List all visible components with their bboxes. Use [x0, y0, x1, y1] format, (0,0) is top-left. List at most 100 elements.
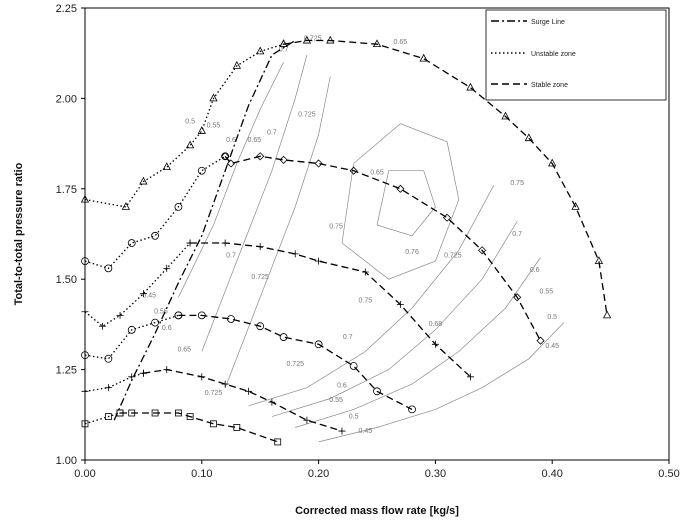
marker-triangle [302, 35, 312, 44]
marker-triangle [466, 82, 475, 91]
series-line [120, 412, 278, 443]
series-stable-zone [186, 239, 474, 381]
contour-label: 0.7 [279, 46, 289, 53]
marker-circle [349, 362, 358, 370]
marker-plus [99, 322, 107, 330]
marker-triangle [162, 162, 171, 171]
y-tick-label: 1.00 [56, 455, 77, 467]
marker-triangle [602, 310, 612, 319]
contour-label: 0.7 [226, 253, 236, 260]
contour-label: 0.55 [154, 309, 168, 316]
legend-box [485, 9, 667, 101]
marker-triangle [419, 53, 428, 62]
legend: Surge Line Unstable zone Stable zone [485, 9, 667, 101]
marker-plus [268, 398, 276, 406]
marker-square [81, 420, 89, 428]
marker-plus [128, 373, 136, 381]
marker-plus [139, 290, 147, 298]
legend-stable-zone-label: Stable zone [531, 82, 568, 89]
series-line [190, 242, 471, 378]
marker-circle [408, 405, 416, 414]
legend-surge-line-label: Surge Line [531, 19, 565, 26]
contour-label: 0.45 [359, 428, 373, 435]
marker-plus [163, 366, 171, 374]
contour-label: 0.45 [545, 343, 559, 350]
marker-plus [361, 268, 369, 276]
series-line [178, 314, 413, 410]
marker-diamond [226, 159, 236, 168]
marker-square [175, 409, 182, 417]
y-tick-label: 1.25 [56, 365, 77, 377]
series-line [224, 155, 542, 342]
efficiency-contour-labels: 0.45 0.5 0.55 0.6 0.7 0.725 0.725 0.75 0.68 0.725… [142, 36, 559, 435]
marker-circle [127, 239, 136, 247]
x-tick-label: 0.40 [541, 468, 562, 480]
contour-label: 0.7 [512, 231, 522, 238]
contour-label: 0.725 [286, 361, 304, 368]
marker-square [274, 438, 282, 446]
marker-plus [116, 311, 124, 319]
marker-triangle [139, 176, 148, 185]
marker-circle [151, 318, 159, 327]
contour-label: 0.6 [530, 267, 540, 274]
marker-circle [151, 231, 159, 240]
series-stable-zone [139, 366, 346, 435]
series-stable-zone [174, 311, 416, 414]
series-line [283, 39, 608, 316]
marker-triangle [524, 133, 534, 142]
marker-plus [315, 257, 323, 265]
contour-label: 0.725 [444, 253, 462, 260]
marker-circle [314, 340, 323, 349]
contour-label: 0.725 [304, 36, 322, 43]
series-surge-line [113, 39, 296, 421]
marker-triangle [326, 35, 335, 44]
contour-label: 0.6 [226, 137, 236, 144]
contour-label: 0.7 [267, 130, 277, 137]
marker-diamond [349, 166, 358, 175]
contour-label: 0.75 [359, 298, 373, 305]
marker-triangle [209, 93, 218, 102]
marker-circle [174, 202, 183, 211]
marker-circle [81, 351, 89, 360]
series-line [84, 412, 121, 425]
marker-diamond [443, 213, 452, 222]
marker-diamond [536, 336, 545, 345]
marker-plus [163, 264, 171, 272]
marker-plus [81, 387, 89, 395]
contour-label: 0.68 [429, 321, 443, 328]
marker-square [151, 409, 159, 417]
marker-square [186, 413, 194, 421]
series-line [84, 314, 179, 360]
marker-triangle [501, 111, 510, 120]
marker-circle [104, 354, 113, 363]
marker-diamond [478, 246, 487, 255]
y-axis-title: Total-to-total pressure ratio [13, 162, 25, 305]
marker-square [210, 420, 217, 428]
marker-square [128, 409, 136, 417]
marker-diamond [314, 159, 323, 168]
marker-circle [127, 325, 136, 334]
contour-label: 0.75 [329, 224, 343, 231]
contour-label: 0.5 [547, 314, 557, 321]
marker-diamond [221, 152, 230, 161]
y-tick-label: 2.00 [56, 93, 77, 105]
marker-plus [291, 250, 299, 258]
marker-plus [221, 380, 229, 388]
marker-circle [256, 322, 265, 331]
contour-label: 0.65 [394, 39, 408, 46]
efficiency-contours [178, 54, 565, 443]
contour-label: 0.6 [162, 325, 172, 332]
marker-triangle [232, 61, 242, 69]
contour-label: 0.7 [343, 334, 353, 341]
contour-label: 0.65 [370, 169, 384, 176]
contour-label: 0.65 [248, 137, 262, 144]
marker-plus [104, 384, 112, 392]
series-line [143, 368, 343, 432]
series-unstable-zone [80, 39, 288, 210]
marker-plus [198, 373, 206, 381]
series-line [84, 155, 226, 270]
marker-triangle [279, 39, 288, 48]
marker-plus [303, 416, 311, 424]
marker-plus [186, 239, 194, 247]
x-tick-label: 0.00 [74, 468, 95, 480]
